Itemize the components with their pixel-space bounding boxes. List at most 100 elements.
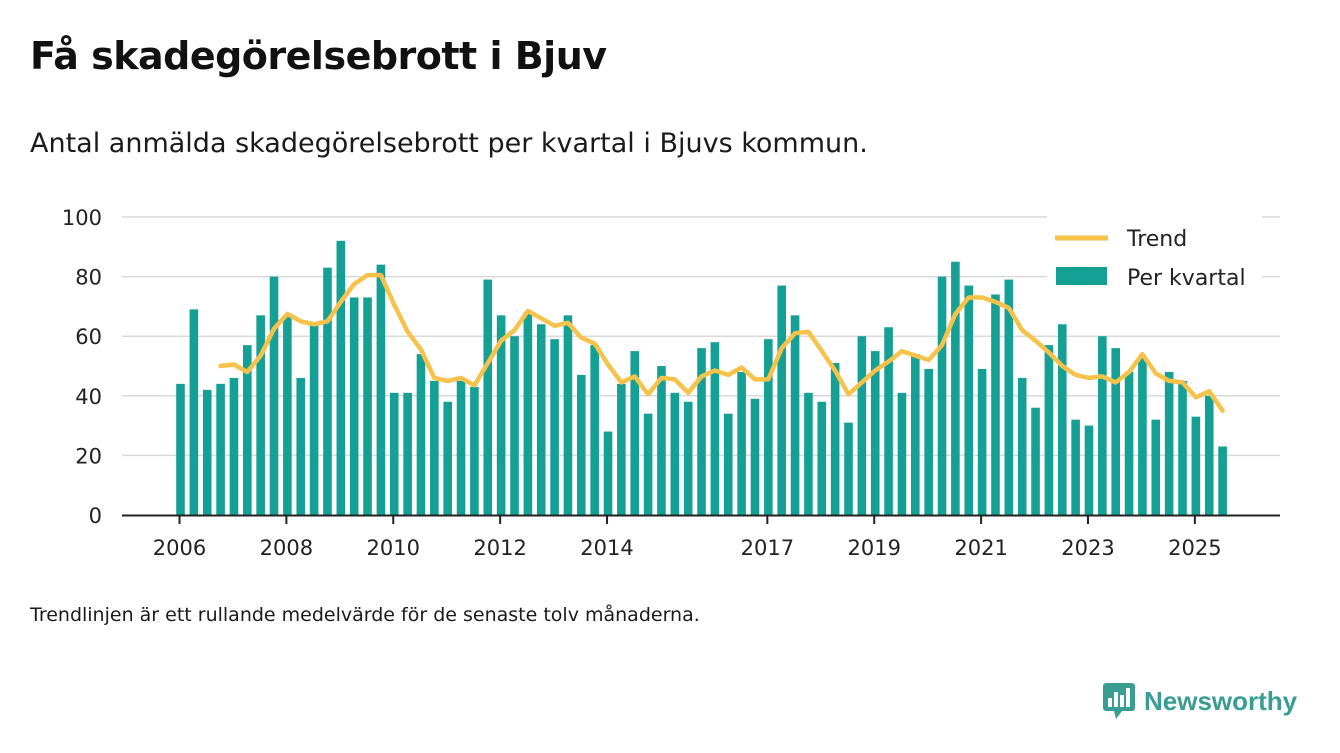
bar-68 bbox=[1084, 425, 1094, 515]
bar-15 bbox=[376, 264, 386, 515]
bar-12 bbox=[336, 240, 346, 515]
bar-17 bbox=[403, 392, 412, 515]
trend-line bbox=[218, 272, 1225, 413]
bar-2 bbox=[202, 389, 212, 515]
bar-19 bbox=[430, 380, 439, 515]
bar-77 bbox=[1204, 395, 1214, 515]
y-tick-label-40: 40 bbox=[75, 385, 102, 409]
bar-23 bbox=[483, 279, 493, 515]
bar-5 bbox=[243, 345, 252, 515]
bar-13 bbox=[349, 297, 359, 515]
bar-7 bbox=[269, 276, 279, 515]
y-tick-label-20: 20 bbox=[75, 444, 102, 468]
bar-78 bbox=[1218, 446, 1227, 515]
bar-21 bbox=[456, 380, 466, 515]
x-tick-label-2014: 2014 bbox=[580, 536, 633, 560]
x-tick-label-2010: 2010 bbox=[367, 536, 420, 560]
bar-74 bbox=[1164, 371, 1174, 515]
bar-57 bbox=[937, 276, 947, 515]
bar-45 bbox=[777, 285, 786, 515]
brand-logo[interactable]: Newsworthy bbox=[1102, 682, 1297, 720]
bar-46 bbox=[790, 315, 800, 515]
bar-54 bbox=[897, 392, 907, 515]
y-tick-label-80: 80 bbox=[75, 266, 102, 290]
bar-33 bbox=[617, 383, 626, 515]
bar-62 bbox=[1004, 279, 1014, 515]
bar-0 bbox=[176, 383, 185, 515]
bar-18 bbox=[416, 354, 426, 515]
bar-69 bbox=[1098, 336, 1107, 515]
x-tick-label-2023: 2023 bbox=[1061, 536, 1114, 560]
bar-66 bbox=[1057, 324, 1067, 515]
legend-bar-label: Per kvartal bbox=[1127, 266, 1246, 291]
bar-20 bbox=[443, 401, 452, 515]
bar-49 bbox=[830, 363, 840, 515]
bar-40 bbox=[710, 342, 720, 515]
x-tick-label-2006: 2006 bbox=[153, 536, 206, 560]
bar-60 bbox=[977, 368, 987, 515]
bar-29 bbox=[563, 315, 573, 515]
bar-47 bbox=[804, 392, 813, 515]
bar-71 bbox=[1124, 371, 1134, 515]
bar-1 bbox=[189, 309, 199, 515]
chart-svg: 0 20 40 60 80 100 2006 2008 2010 2012 2014 2017 2019… bbox=[62, 206, 1280, 560]
bar-43 bbox=[750, 398, 760, 515]
axes: 0 20 40 60 80 100 2006 2008 2010 2012 2014 2017 2019… bbox=[62, 206, 1280, 560]
bar-35 bbox=[643, 413, 653, 515]
bar-48 bbox=[817, 401, 827, 515]
bar-31 bbox=[590, 345, 599, 515]
bar-36 bbox=[657, 366, 666, 515]
x-tick-label-2017: 2017 bbox=[741, 536, 794, 560]
bar-52 bbox=[870, 351, 880, 515]
bar-24 bbox=[496, 315, 506, 515]
x-tick-label-2019: 2019 bbox=[847, 536, 900, 560]
bar-53 bbox=[884, 327, 893, 515]
legend-bar-swatch bbox=[1056, 267, 1107, 285]
bar-38 bbox=[683, 401, 693, 515]
bar-6 bbox=[256, 315, 265, 515]
bar-34 bbox=[630, 351, 640, 515]
bar-14 bbox=[363, 297, 372, 515]
bar-70 bbox=[1111, 348, 1120, 515]
x-tick-label-2021: 2021 bbox=[954, 536, 1007, 560]
legend: Trend Per kvartal bbox=[1047, 214, 1262, 296]
footnote: Trendlinjen är ett rullande medelvärde f… bbox=[30, 604, 700, 626]
bar-76 bbox=[1191, 416, 1201, 515]
bar-11 bbox=[323, 267, 332, 515]
bar-50 bbox=[844, 422, 853, 515]
legend-trend-label: Trend bbox=[1126, 227, 1187, 252]
chart-title: Få skadegörelsebrott i Bjuv bbox=[30, 34, 607, 78]
bar-59 bbox=[964, 285, 974, 515]
bar-series bbox=[176, 240, 1227, 515]
bar-44 bbox=[764, 339, 773, 515]
bar-39 bbox=[697, 348, 706, 515]
bar-37 bbox=[670, 392, 680, 515]
bar-42 bbox=[737, 371, 746, 515]
bar-8 bbox=[283, 315, 292, 515]
chart-subtitle: Antal anmälda skadegörelsebrott per kvar… bbox=[30, 128, 868, 159]
bar-25 bbox=[510, 336, 519, 515]
bar-4 bbox=[229, 377, 239, 515]
bar-75 bbox=[1178, 380, 1187, 515]
bar-16 bbox=[389, 392, 399, 515]
bar-41 bbox=[723, 413, 733, 515]
bar-22 bbox=[470, 386, 479, 515]
bar-64 bbox=[1031, 407, 1040, 515]
bar-67 bbox=[1071, 419, 1080, 515]
brand-name: Newsworthy bbox=[1144, 685, 1298, 716]
x-tick-label-2025: 2025 bbox=[1168, 536, 1221, 560]
bar-65 bbox=[1044, 345, 1054, 515]
y-tick-label-60: 60 bbox=[75, 325, 102, 349]
bar-72 bbox=[1138, 357, 1147, 515]
bar-61 bbox=[991, 294, 1000, 515]
bar-10 bbox=[309, 324, 319, 515]
bar-30 bbox=[577, 374, 586, 515]
bar-26 bbox=[523, 312, 533, 515]
x-tick-label-2008: 2008 bbox=[260, 536, 313, 560]
bar-51 bbox=[857, 336, 867, 515]
bar-32 bbox=[603, 431, 613, 515]
bar-9 bbox=[296, 377, 306, 515]
bar-58 bbox=[951, 261, 960, 515]
y-tick-label-0: 0 bbox=[89, 504, 102, 528]
trend-series bbox=[218, 272, 1225, 413]
